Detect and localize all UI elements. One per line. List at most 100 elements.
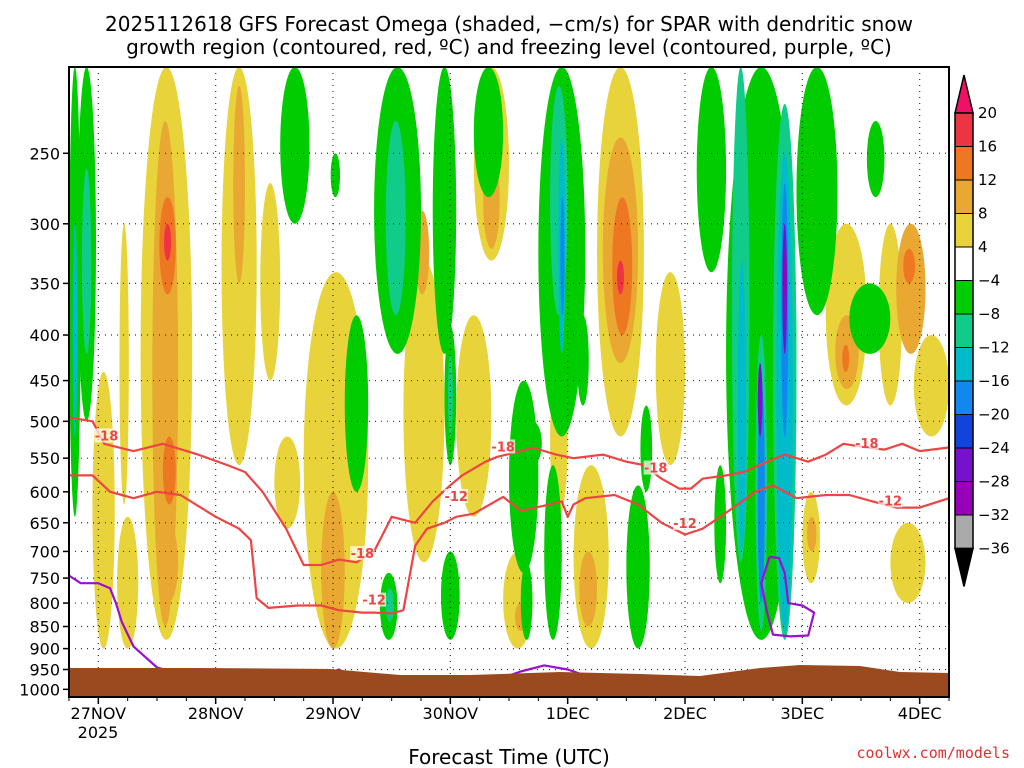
y-tick-label: 800	[29, 594, 60, 613]
omega-cell	[117, 516, 139, 649]
omega-cell	[849, 283, 891, 354]
omega-cell	[714, 465, 727, 584]
omega-cell	[807, 516, 817, 552]
contour-label: -18	[644, 462, 668, 477]
omega-cell	[890, 522, 926, 604]
colorbar-bin	[954, 481, 974, 516]
omega-cell	[523, 421, 542, 466]
y-tick-label: 500	[29, 412, 60, 431]
y-axis: 250 300 350 400 450 500 550 600 650 700 750 800 850 9…	[19, 144, 69, 699]
contour-label: -12	[673, 517, 697, 532]
omega-cell	[782, 248, 787, 295]
colorbar: 20 16 12 8 4 −4 −8 −12 −16 −20 −24 −28 −32 −36	[954, 74, 1010, 587]
x-axis-year: 2025	[78, 723, 119, 742]
colorbar-bin	[954, 213, 974, 248]
contour-label-bg	[444, 488, 469, 503]
y-tick-label: 550	[29, 449, 60, 468]
omega-cell	[544, 465, 562, 640]
terrain	[69, 665, 949, 697]
colorbar-bin	[954, 514, 974, 549]
colorbar-label: −12	[978, 339, 1010, 357]
omega-cell	[560, 197, 565, 316]
omega-cell	[509, 380, 539, 573]
colorbar-label: −28	[978, 473, 1010, 491]
omega-cell	[473, 67, 504, 198]
colorbar-bin	[954, 380, 974, 415]
y-tick-label: 250	[29, 144, 60, 163]
colorbar-bin	[954, 112, 974, 147]
contour-label-bg	[94, 428, 119, 443]
colorbar-label: 16	[978, 138, 997, 156]
freezing-level-contour	[760, 555, 816, 638]
omega-cell	[903, 248, 915, 284]
chart-title-line2: growth region (contoured, red, ºC) and f…	[126, 35, 892, 59]
omega-cell	[385, 588, 395, 622]
omega-cell	[842, 344, 850, 372]
omega-cell	[81, 168, 92, 354]
contour-label-bg	[350, 546, 375, 561]
omega-cell	[92, 371, 115, 649]
colorbar-label: −16	[978, 372, 1010, 390]
colorbar-arrow-top	[954, 74, 974, 114]
omega-cell	[456, 315, 492, 517]
omega-cell	[878, 223, 903, 406]
contour-label-bg	[878, 493, 903, 508]
dgz-contour-minus18	[69, 416, 949, 567]
colorbar-arrow-bottom	[954, 547, 974, 587]
colorbar-label: −4	[978, 272, 1000, 290]
omega-cell	[274, 436, 301, 529]
omega-cell	[520, 562, 533, 640]
contour-label-bg	[362, 592, 387, 607]
omega-cell	[344, 315, 369, 492]
omega-cell	[260, 183, 281, 381]
contour-label: -18	[351, 547, 375, 562]
colorbar-bin	[954, 313, 974, 348]
omega-cell	[655, 272, 685, 466]
y-tick-label: 900	[29, 640, 60, 659]
colorbar-bin	[954, 280, 974, 315]
x-axis: 27NOV 28NOV 29NOV 30NOV 1DEC 2DEC 3DEC 4DEC	[68, 697, 950, 723]
omega-cell	[913, 335, 949, 437]
colorbar-label: −32	[978, 506, 1010, 524]
omega-cell	[432, 67, 457, 354]
omega-cell	[579, 551, 597, 627]
omega-cell	[385, 121, 406, 316]
plot-area: -18 -18 -18 -18 -18 -12 -12 -12 -12	[69, 67, 949, 697]
omega-cell	[896, 223, 926, 354]
omega-shading	[69, 67, 949, 649]
colorbar-label: 20	[978, 104, 997, 122]
omega-cell	[757, 362, 763, 437]
omega-cell	[737, 260, 747, 552]
omega-cell	[72, 223, 78, 437]
omega-cell	[696, 67, 727, 273]
omega-cell	[757, 380, 765, 604]
contour-label-bg	[854, 435, 879, 450]
contour-label: -12	[362, 594, 386, 609]
y-tick-label: 950	[29, 661, 60, 680]
contour-label-bg	[643, 460, 668, 475]
y-tick-label: 650	[29, 514, 60, 533]
omega-cell	[233, 85, 245, 284]
colorbar-label: 8	[978, 205, 988, 223]
omega-cell	[808, 153, 832, 224]
x-tick-label: 1DEC	[546, 704, 590, 723]
y-tick-label: 350	[29, 274, 60, 293]
omega-cell	[640, 405, 653, 492]
colorbar-bin	[954, 447, 974, 482]
y-tick-label: 450	[29, 372, 60, 391]
x-tick-label: 3DEC	[780, 704, 824, 723]
y-tick-label: 750	[29, 569, 60, 588]
chart-title-line1: 2025112618 GFS Forecast Omega (shaded, −…	[105, 12, 913, 36]
contour-label: -12	[444, 490, 468, 505]
x-tick-label: 28NOV	[188, 704, 244, 723]
x-tick-label: 4DEC	[898, 704, 942, 723]
dgz-contour-minus12	[69, 474, 949, 615]
contour-label-bg	[673, 515, 697, 530]
contour-label-bg	[491, 439, 516, 454]
y-tick-label: 700	[29, 542, 60, 561]
y-tick-label: 400	[29, 326, 60, 345]
omega-cell	[626, 485, 650, 649]
y-tick-label: 600	[29, 483, 60, 502]
x-tick-label: 29NOV	[305, 704, 361, 723]
